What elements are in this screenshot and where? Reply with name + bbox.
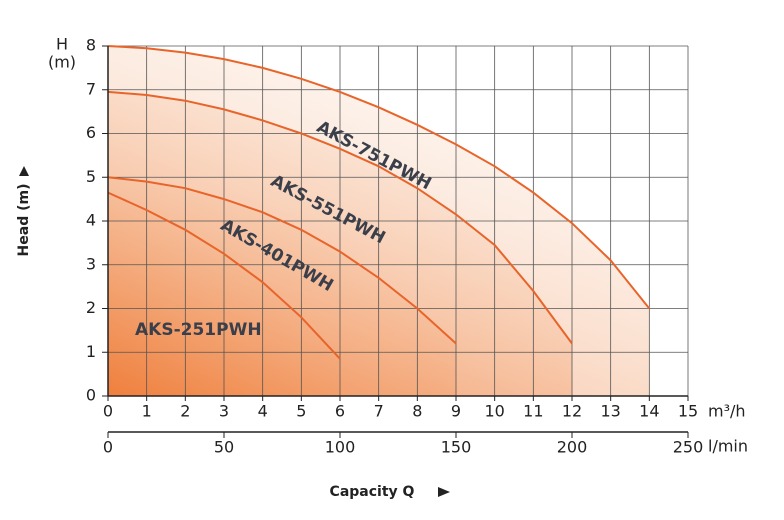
x-unit: m³/h <box>708 402 746 421</box>
x-tick-label: 10 <box>484 402 504 421</box>
x-tick-label: 13 <box>600 402 620 421</box>
x-tick-label: 9 <box>451 402 461 421</box>
y-tick-label: 2 <box>86 298 96 317</box>
x2-tick-label: 250 <box>673 438 704 457</box>
x2-tick-label: 150 <box>441 438 472 457</box>
curve <box>107 45 651 310</box>
y-tick-label: 7 <box>86 79 96 98</box>
curve-label: AKS-251PWH <box>135 320 262 340</box>
y-label-top: H <box>56 35 68 54</box>
x2-unit: l/min <box>708 437 748 456</box>
x-tick-label: 7 <box>374 402 384 421</box>
x-tick-label: 11 <box>523 402 543 421</box>
x-tick-label: 0 <box>103 402 113 421</box>
x2-tick-label: 0 <box>103 438 113 457</box>
y-unit-top: (m) <box>48 53 76 72</box>
x-tick-label: 2 <box>180 402 190 421</box>
x-tick-label: 4 <box>258 402 268 421</box>
y-tick-label: 1 <box>86 342 96 361</box>
x-axis-title: Capacity Q <box>330 484 415 500</box>
y-tick-label: 3 <box>86 254 96 273</box>
x-tick-label: 14 <box>639 402 659 421</box>
curve <box>107 90 573 345</box>
y-tick-label: 4 <box>86 211 96 230</box>
x2-tick-label: 100 <box>325 438 356 457</box>
y-tick-label: 5 <box>86 167 96 186</box>
y-axis-title: Head (m) <box>16 184 32 257</box>
y-tick-label: 8 <box>86 36 96 55</box>
x-tick-label: 15 <box>678 402 698 421</box>
x2-tick-label: 50 <box>214 438 234 457</box>
x-tick-label: 12 <box>562 402 582 421</box>
x-tick-label: 8 <box>412 402 422 421</box>
x-tick-label: 3 <box>219 402 229 421</box>
curve <box>107 191 341 360</box>
y-tick-label: 0 <box>86 386 96 405</box>
x-arrow <box>438 487 450 497</box>
x-tick-label: 6 <box>335 402 345 421</box>
x2-tick-label: 200 <box>557 438 588 457</box>
y-arrow <box>19 166 29 176</box>
curve <box>107 176 457 345</box>
x-tick-label: 1 <box>142 402 152 421</box>
y-tick-label: 6 <box>86 123 96 142</box>
x-tick-label: 5 <box>296 402 306 421</box>
